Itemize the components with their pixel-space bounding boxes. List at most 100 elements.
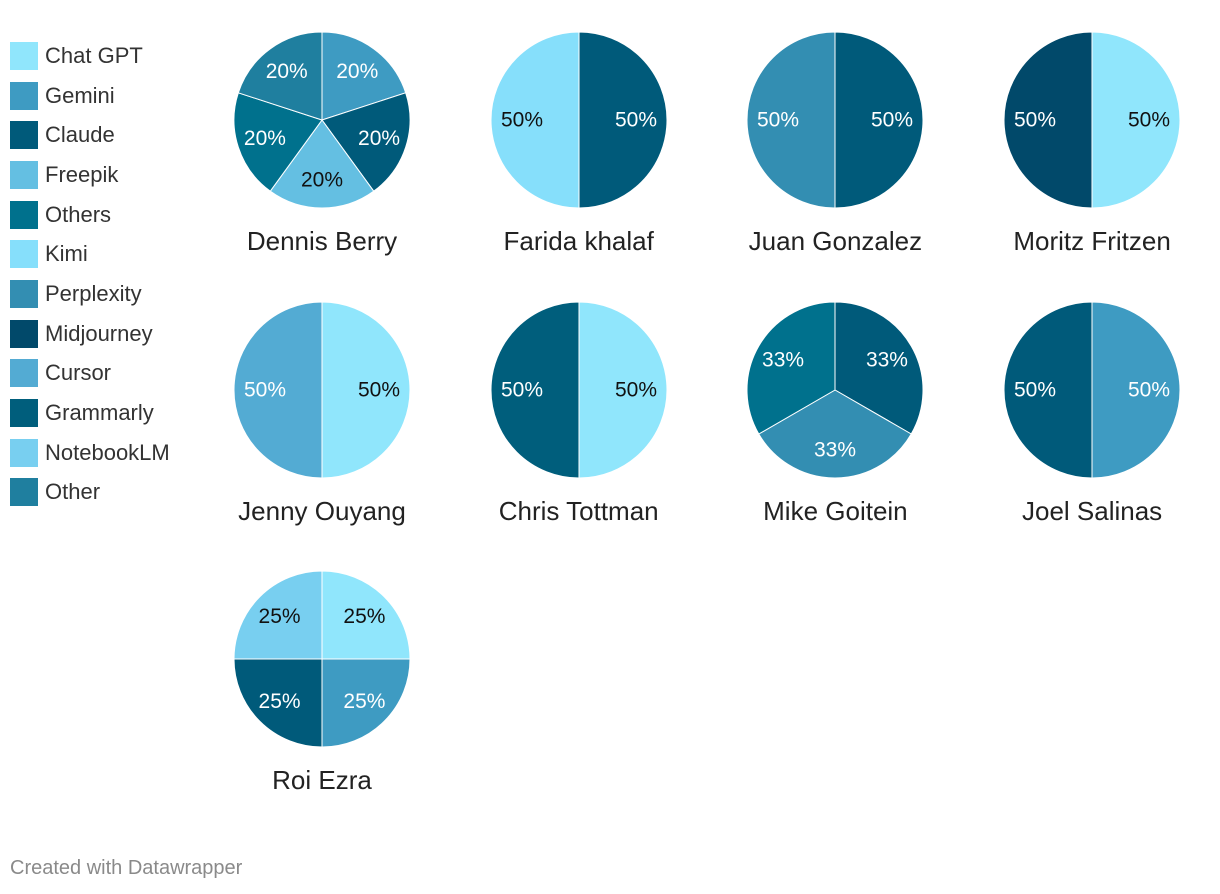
pie-svg: 50% 50% xyxy=(233,300,411,479)
legend-swatch xyxy=(10,359,38,388)
pie-slice-midjourney xyxy=(1003,31,1093,209)
slice-value-label: 50% xyxy=(1014,109,1056,132)
slice-value-label: 50% xyxy=(757,109,799,132)
pie-slice-claude xyxy=(578,31,668,209)
slice-value-label: 50% xyxy=(244,378,286,401)
pie-roi-ezra: 25% 25% 25% 25% Roi Ezra xyxy=(194,569,450,829)
slice-value-label: 20% xyxy=(266,60,308,83)
slice-value-label: 50% xyxy=(501,378,543,401)
legend-label: Perplexity xyxy=(45,280,142,306)
legend-label: Cursor xyxy=(45,360,112,386)
legend-swatch xyxy=(10,279,38,308)
pie-slice-chat-gpt xyxy=(578,300,668,479)
legend-label: Chat GPT xyxy=(45,42,143,68)
footer-credit: Created with Datawrapper xyxy=(10,857,243,879)
legend-item-gemini: Gemini xyxy=(10,76,210,116)
slice-value-label: 33% xyxy=(866,348,908,371)
pie-slice-others xyxy=(746,300,836,435)
slice-value-label: 20% xyxy=(244,127,286,150)
legend-label: Kimi xyxy=(45,241,88,267)
legend-swatch xyxy=(10,240,38,269)
slice-value-label: 50% xyxy=(615,109,657,132)
pie-svg: 50% 50% xyxy=(746,31,924,209)
legend-swatch xyxy=(10,200,38,229)
legend-label: Grammarly xyxy=(45,400,154,426)
slice-value-label: 25% xyxy=(259,690,301,713)
legend-item-perplexity: Perplexity xyxy=(10,274,210,314)
pie-slice-gemini xyxy=(1091,300,1181,479)
pie-slice-gemini xyxy=(321,31,407,121)
legend-swatch xyxy=(10,478,38,507)
pie-juan-gonzalez: 50% 50% Juan Gonzalez xyxy=(707,30,963,290)
legend-swatch xyxy=(10,121,38,150)
slice-value-label: 50% xyxy=(501,109,543,132)
pie-slice-claude xyxy=(233,658,323,748)
pie-slice-others xyxy=(233,92,323,192)
pie-joel-salinas: 50% 50% Joel Salinas xyxy=(964,300,1220,560)
pie-slice-freepik xyxy=(269,119,375,209)
pie-slice-grammarly xyxy=(490,300,580,479)
pie-svg: 50% 50% xyxy=(1003,300,1181,479)
slice-value-label: 50% xyxy=(871,109,913,132)
legend-swatch xyxy=(10,399,38,428)
pie-title: Moritz Fritzen xyxy=(1013,226,1171,256)
legend-item-claude: Claude xyxy=(10,115,210,155)
pie-svg: 50% 50% xyxy=(490,31,668,209)
slice-value-label: 50% xyxy=(358,378,400,401)
pie-slice-claude xyxy=(1003,300,1093,479)
pie-slice-notebooklm xyxy=(233,570,323,660)
pie-moritz-fritzen: 50% 50% Moritz Fritzen xyxy=(964,30,1220,290)
pie-farida-khalaf: 50% 50% Farida khalaf xyxy=(451,30,707,290)
pie-slice-claude xyxy=(834,31,924,209)
legend-label: Freepik xyxy=(45,161,119,187)
pie-title: Jenny Ouyang xyxy=(238,495,406,526)
slice-value-label: 25% xyxy=(343,605,385,628)
slice-value-label: 33% xyxy=(814,438,856,461)
slice-value-label: 50% xyxy=(1014,378,1056,401)
legend-item-chat-gpt: Chat GPT xyxy=(10,36,210,76)
pie-svg: 25% 25% 25% 25% xyxy=(233,570,411,748)
pie-title: Dennis Berry xyxy=(246,226,398,256)
pie-slice-perplexity xyxy=(746,31,836,209)
legend-item-other: Other xyxy=(10,473,210,513)
legend-item-kimi: Kimi xyxy=(10,234,210,274)
legend-label: Other xyxy=(45,479,101,505)
legend-swatch xyxy=(10,160,38,189)
slice-value-label: 20% xyxy=(301,169,343,192)
pie-jenny-ouyang: 50% 50% Jenny Ouyang xyxy=(194,300,450,560)
pie-svg: 50% 50% xyxy=(490,300,668,479)
pie-dennis-berry: 20% 20% 20% 20% 20% Dennis Berry xyxy=(194,30,450,290)
pie-chris-tottman: 50% 50% Chris Tottman xyxy=(451,300,707,560)
legend-swatch xyxy=(10,319,38,348)
legend-label: Gemini xyxy=(45,82,115,108)
pie-title: Roi Ezra xyxy=(272,765,372,795)
legend-item-others: Others xyxy=(10,195,210,235)
legend-label: NotebookLM xyxy=(45,439,170,465)
pie-slice-kimi xyxy=(490,31,580,209)
pie-svg: 50% 50% xyxy=(1003,31,1181,209)
pie-slice-claude xyxy=(321,92,411,192)
slice-value-label: 33% xyxy=(762,348,804,371)
pie-slice-chat-gpt xyxy=(321,570,411,660)
pie-mike-goitein: 33% 33% 33% Mike Goitein xyxy=(707,300,963,560)
pie-slice-claude xyxy=(834,300,924,435)
slice-value-label: 25% xyxy=(259,605,301,628)
pie-slice-chat-gpt xyxy=(1091,31,1181,209)
legend-label: Claude xyxy=(45,122,115,148)
pie-title: Juan Gonzalez xyxy=(748,226,923,256)
slice-value-label: 50% xyxy=(1128,109,1170,132)
pie-title: Mike Goitein xyxy=(763,495,908,526)
slice-value-label: 25% xyxy=(343,690,385,713)
legend-item-cursor: Cursor xyxy=(10,354,210,394)
pie-svg: 33% 33% 33% xyxy=(746,300,924,478)
pie-slice-perplexity xyxy=(758,388,913,478)
pie-chart-grid: 20% 20% 20% 20% 20% Dennis Berry 50% 50% Farida … xyxy=(194,30,1220,829)
legend-item-notebooklm: NotebookLM xyxy=(10,433,210,473)
legend-label: Others xyxy=(45,201,112,227)
legend: Chat GPT Gemini Claude Freepik Others Kimi Per… xyxy=(10,36,210,512)
pie-slice-cursor xyxy=(233,300,323,479)
legend-item-midjourney: Midjourney xyxy=(10,314,210,354)
pie-slice-chat-gpt xyxy=(321,300,411,479)
pie-title: Joel Salinas xyxy=(1021,495,1163,526)
pie-title: Chris Tottman xyxy=(498,495,659,526)
